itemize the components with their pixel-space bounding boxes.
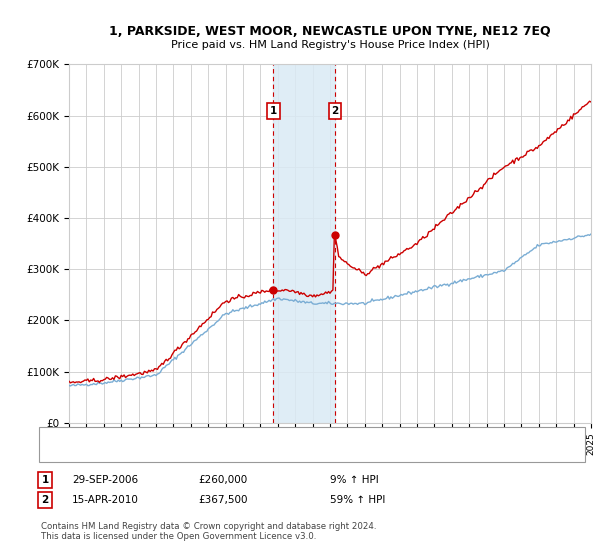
- Text: 1: 1: [41, 475, 49, 485]
- Text: 59% ↑ HPI: 59% ↑ HPI: [330, 495, 385, 505]
- Text: 2: 2: [41, 495, 49, 505]
- Bar: [274, 64, 335, 423]
- Text: 9% ↑ HPI: 9% ↑ HPI: [330, 475, 379, 485]
- Text: £367,500: £367,500: [198, 495, 248, 505]
- Text: Contains HM Land Registry data © Crown copyright and database right 2024.
This d: Contains HM Land Registry data © Crown c…: [41, 522, 376, 542]
- Text: 1, PARKSIDE, WEST MOOR, NEWCASTLE UPON TYNE, NE12 7EQ: 1, PARKSIDE, WEST MOOR, NEWCASTLE UPON T…: [109, 25, 551, 38]
- Text: 2: 2: [331, 106, 338, 116]
- Text: 29-SEP-2006: 29-SEP-2006: [72, 475, 138, 485]
- Text: HPI: Average price, detached house, North Tyneside: HPI: Average price, detached house, Nort…: [78, 447, 332, 458]
- Text: £260,000: £260,000: [198, 475, 247, 485]
- Text: Price paid vs. HM Land Registry's House Price Index (HPI): Price paid vs. HM Land Registry's House …: [170, 40, 490, 50]
- Text: 15-APR-2010: 15-APR-2010: [72, 495, 139, 505]
- Text: 1: 1: [270, 106, 277, 116]
- Text: 1, PARKSIDE, WEST MOOR, NEWCASTLE UPON TYNE, NE12 7EQ (detached house): 1, PARKSIDE, WEST MOOR, NEWCASTLE UPON T…: [78, 432, 476, 442]
